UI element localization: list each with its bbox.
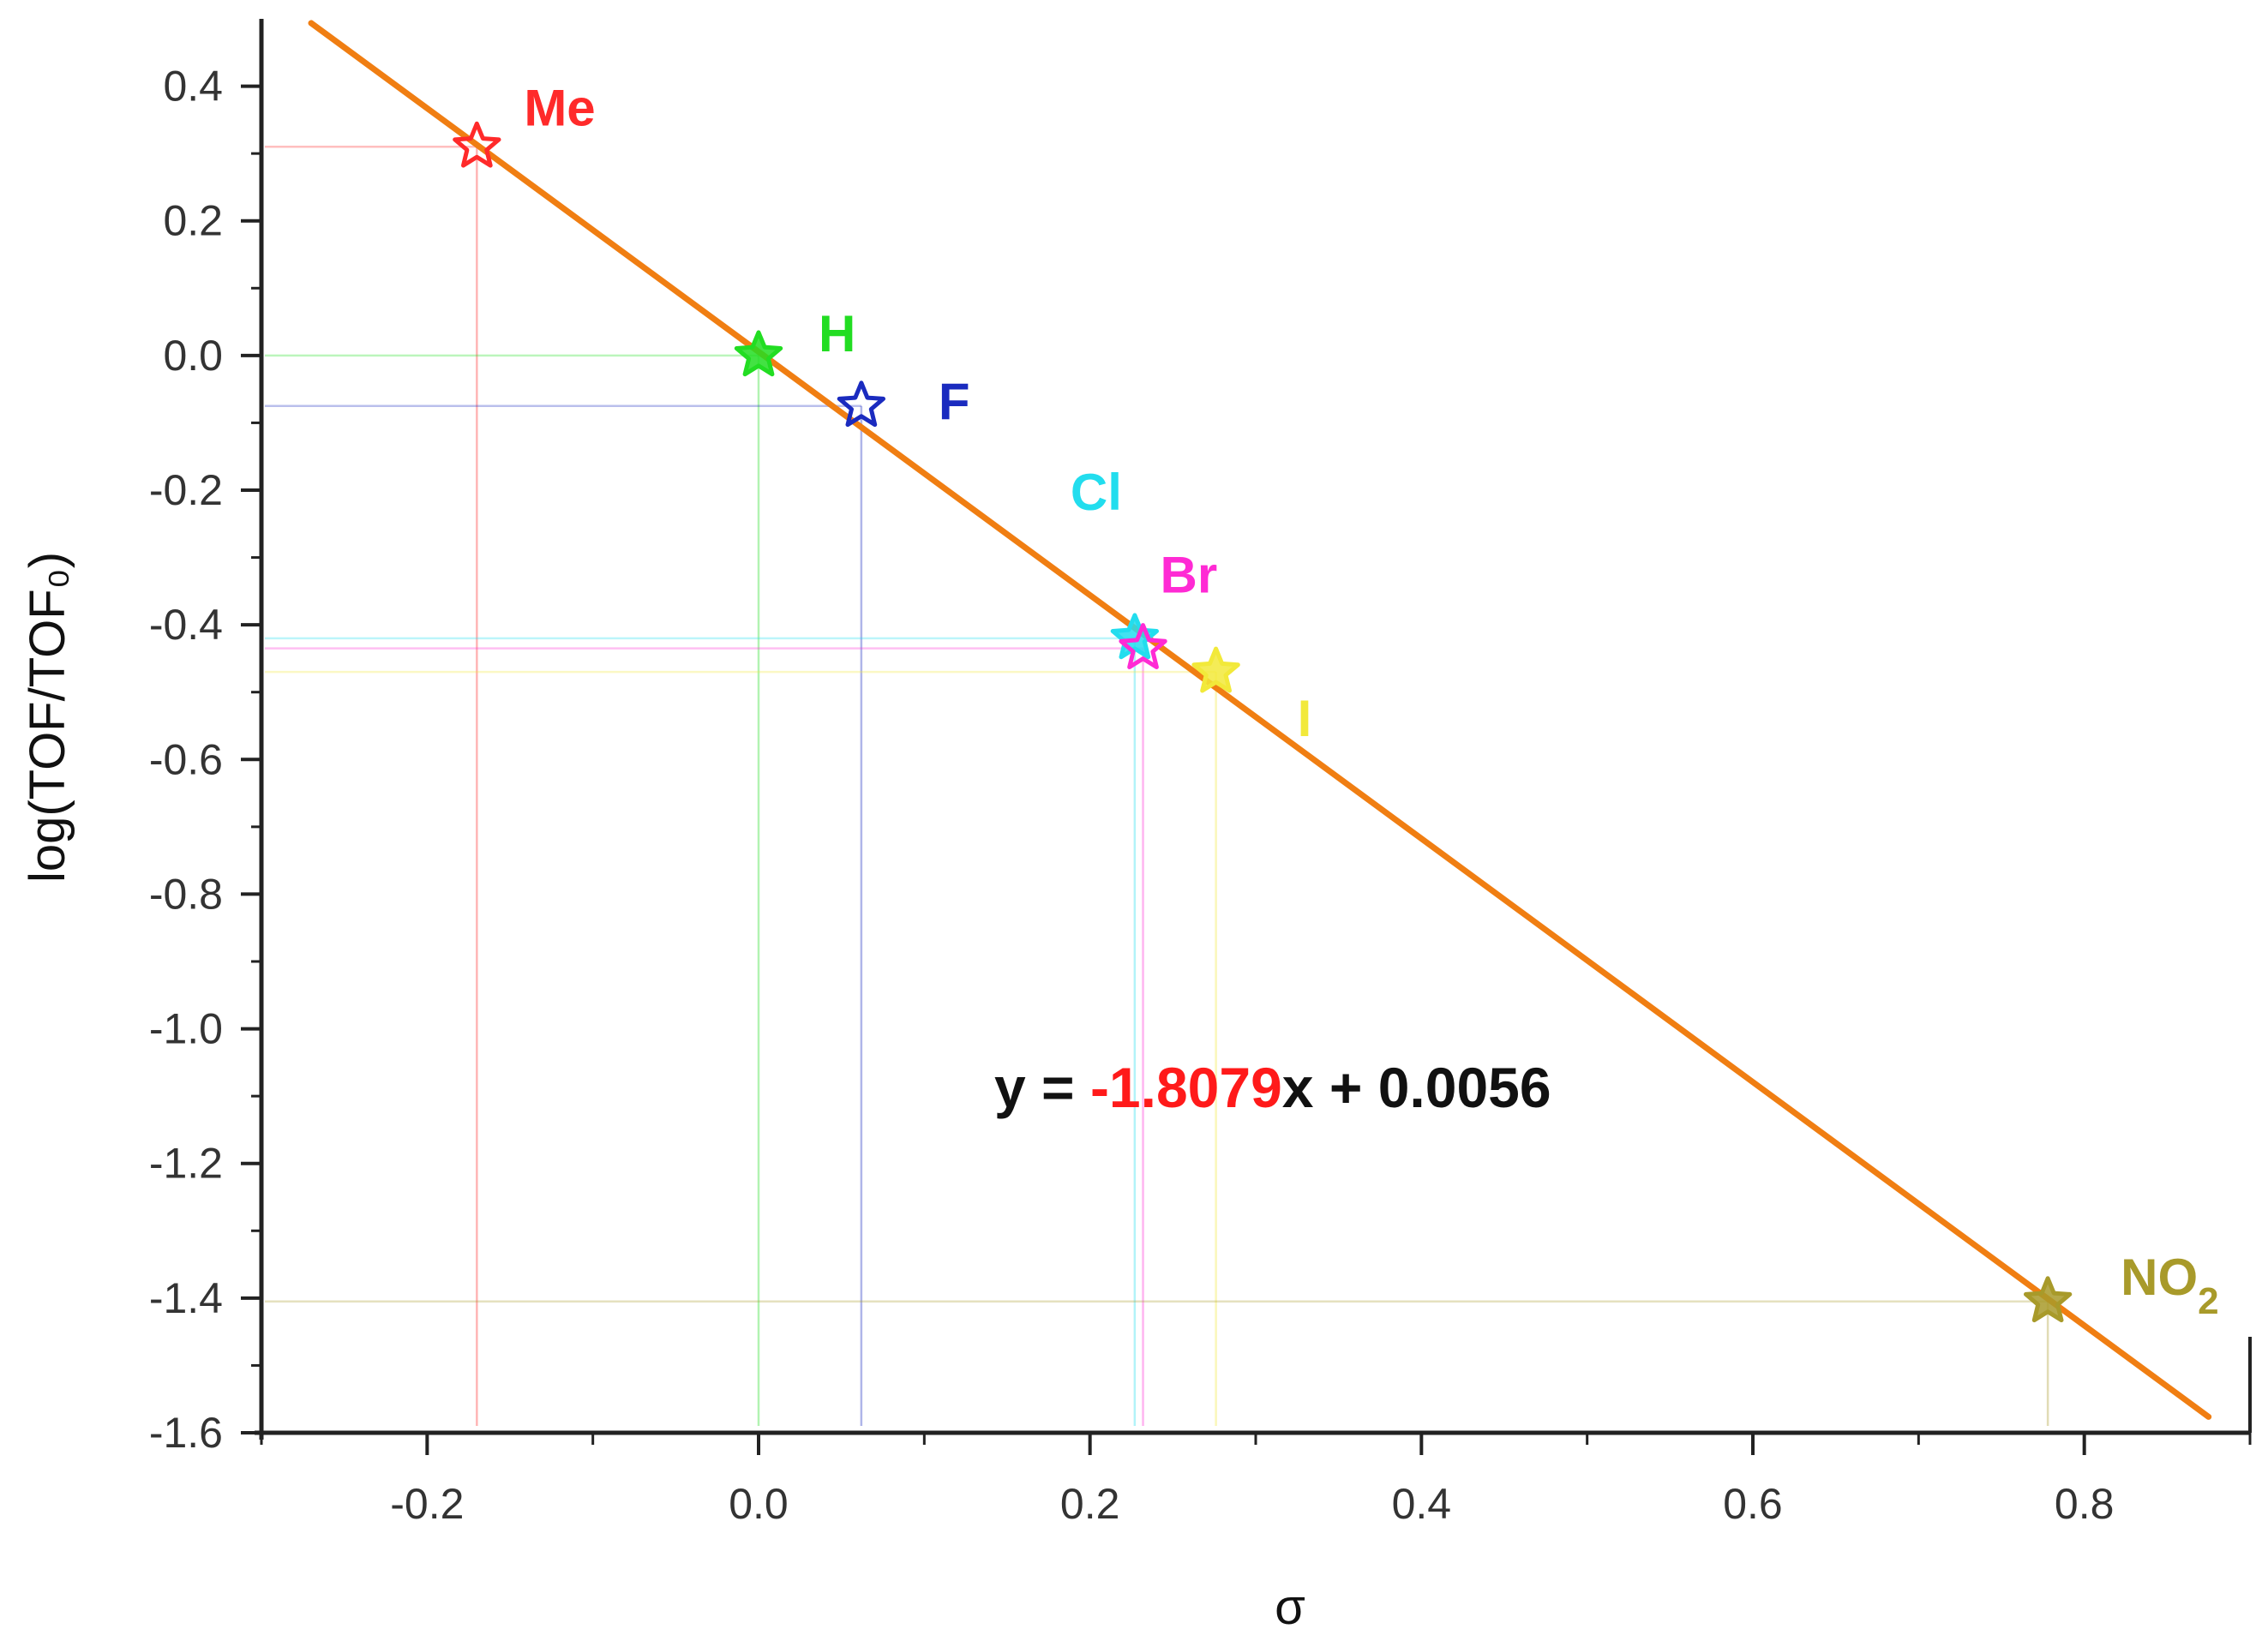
data-points bbox=[453, 121, 2073, 1323]
regression-line bbox=[308, 20, 2212, 1420]
point-labels: Me H F Cl Br I NO2 bbox=[524, 79, 2218, 1322]
point-label-br: Br bbox=[1161, 547, 1218, 604]
equation-slope: -1.8079 bbox=[1090, 1056, 1282, 1119]
point-label-no: NO2 bbox=[2121, 1249, 2218, 1322]
equation-prefix: y = bbox=[994, 1056, 1090, 1119]
x-tick-label: 0.6 bbox=[1723, 1480, 1783, 1528]
star-marker-me bbox=[453, 121, 501, 168]
y-tick-label: -0.4 bbox=[149, 601, 223, 649]
y-tick-label: -0.6 bbox=[149, 735, 223, 783]
x-tick-label: 0.8 bbox=[2055, 1480, 2115, 1528]
y-tick-label: -1.6 bbox=[149, 1409, 223, 1457]
y-tick-label: -1.0 bbox=[149, 1005, 223, 1053]
star-marker-i bbox=[1191, 646, 1240, 693]
star-marker-f bbox=[837, 380, 885, 428]
star-marker-br bbox=[1119, 623, 1167, 669]
y-axis-title: log(TOF/TOF₀) bbox=[20, 552, 75, 883]
y-tick-label: 0.0 bbox=[163, 332, 223, 380]
equation-suffix: x + 0.0056 bbox=[1282, 1056, 1551, 1119]
point-label-me: Me bbox=[524, 79, 595, 136]
y-tick-label: -0.8 bbox=[149, 870, 223, 918]
x-axis-title: σ bbox=[1275, 1579, 1305, 1635]
point-label-f: F bbox=[939, 373, 970, 430]
point-label-i: I bbox=[1298, 690, 1312, 747]
y-tick-label: -1.2 bbox=[149, 1140, 223, 1188]
x-tick-label: 0.0 bbox=[729, 1480, 789, 1528]
fit-equation: y = -1.8079x + 0.0056 bbox=[994, 1056, 1551, 1119]
x-tick-label: -0.2 bbox=[390, 1480, 464, 1528]
x-tick-label: 0.2 bbox=[1060, 1480, 1120, 1528]
drop-lines bbox=[265, 146, 2049, 1426]
point-label-h: H bbox=[819, 305, 855, 362]
star-marker-no bbox=[2024, 1276, 2073, 1323]
x-tick-label: 0.4 bbox=[1392, 1480, 1452, 1528]
y-tick-label: 0.4 bbox=[163, 63, 223, 111]
y-tick-label: 0.2 bbox=[163, 197, 223, 245]
star-marker-cl bbox=[1110, 613, 1159, 660]
y-tick-label: -0.2 bbox=[149, 466, 223, 514]
star-marker-h bbox=[734, 330, 783, 377]
axis-ticks: -0.2 0.0 0.2 0.4 0.6 0.8 0.4 0.2 0.0 -0.2 -0.4 -0.6… bbox=[149, 63, 2252, 1528]
y-tick-label: -1.4 bbox=[149, 1274, 223, 1322]
point-label-cl: Cl bbox=[1071, 464, 1122, 521]
